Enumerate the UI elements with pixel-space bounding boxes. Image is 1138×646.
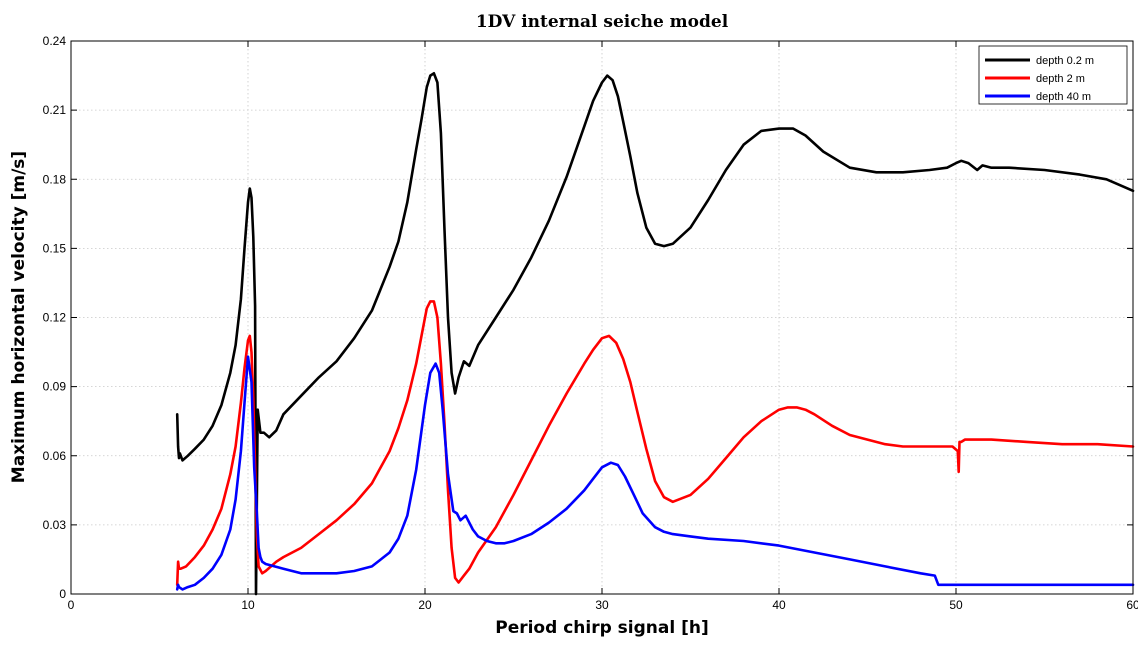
- x-axis-ticks: 0 10 20 30 40 50 60: [68, 41, 1138, 612]
- x-tick-label: 0: [68, 598, 75, 612]
- x-tick-label: 30: [595, 598, 609, 612]
- y-tick-label: 0.12: [43, 311, 67, 325]
- y-tick-label: 0.09: [43, 380, 67, 394]
- chart-title: 1DV internal seiche model: [476, 12, 729, 32]
- x-tick-label: 60: [1126, 598, 1138, 612]
- legend-box: [978, 45, 1128, 105]
- y-tick-label: 0.18: [43, 172, 67, 186]
- series-line-depth-0-2m: [175, 72, 1135, 596]
- legend-label-depth-2m: depth 2 m: [1036, 73, 1085, 85]
- legend-label-depth-0-2m: depth 0.2 m: [1036, 55, 1094, 67]
- horizontal-grid-lines: [71, 109, 1133, 526]
- y-tick-label: 0.24: [43, 34, 67, 48]
- series-line-depth-2m: [175, 300, 1135, 587]
- x-tick-label: 50: [949, 598, 963, 612]
- y-tick-label: 0.06: [43, 449, 67, 463]
- y-axis-label: Maximum horizontal velocity [m/s]: [9, 151, 29, 483]
- legend: depth 0.2 m depth 2 m depth 40 m: [978, 45, 1128, 105]
- y-tick-label: 0.03: [43, 518, 67, 532]
- series-layer: [175, 72, 1135, 596]
- y-tick-label: 0.21: [43, 103, 67, 117]
- y-tick-label: 0.15: [43, 241, 67, 255]
- legend-label-depth-40m: depth 40 m: [1036, 91, 1091, 103]
- x-axis-label: Period chirp signal [h]: [495, 618, 709, 638]
- x-tick-label: 20: [418, 598, 432, 612]
- series-line-depth-40m: [175, 355, 1135, 591]
- y-tick-label: 0: [59, 587, 66, 601]
- x-tick-label: 40: [772, 598, 786, 612]
- y-axis-ticks: 0 0.03 0.06 0.09 0.12 0.15 0.18 0.21 0.24: [43, 34, 1133, 601]
- x-tick-label: 10: [241, 598, 255, 612]
